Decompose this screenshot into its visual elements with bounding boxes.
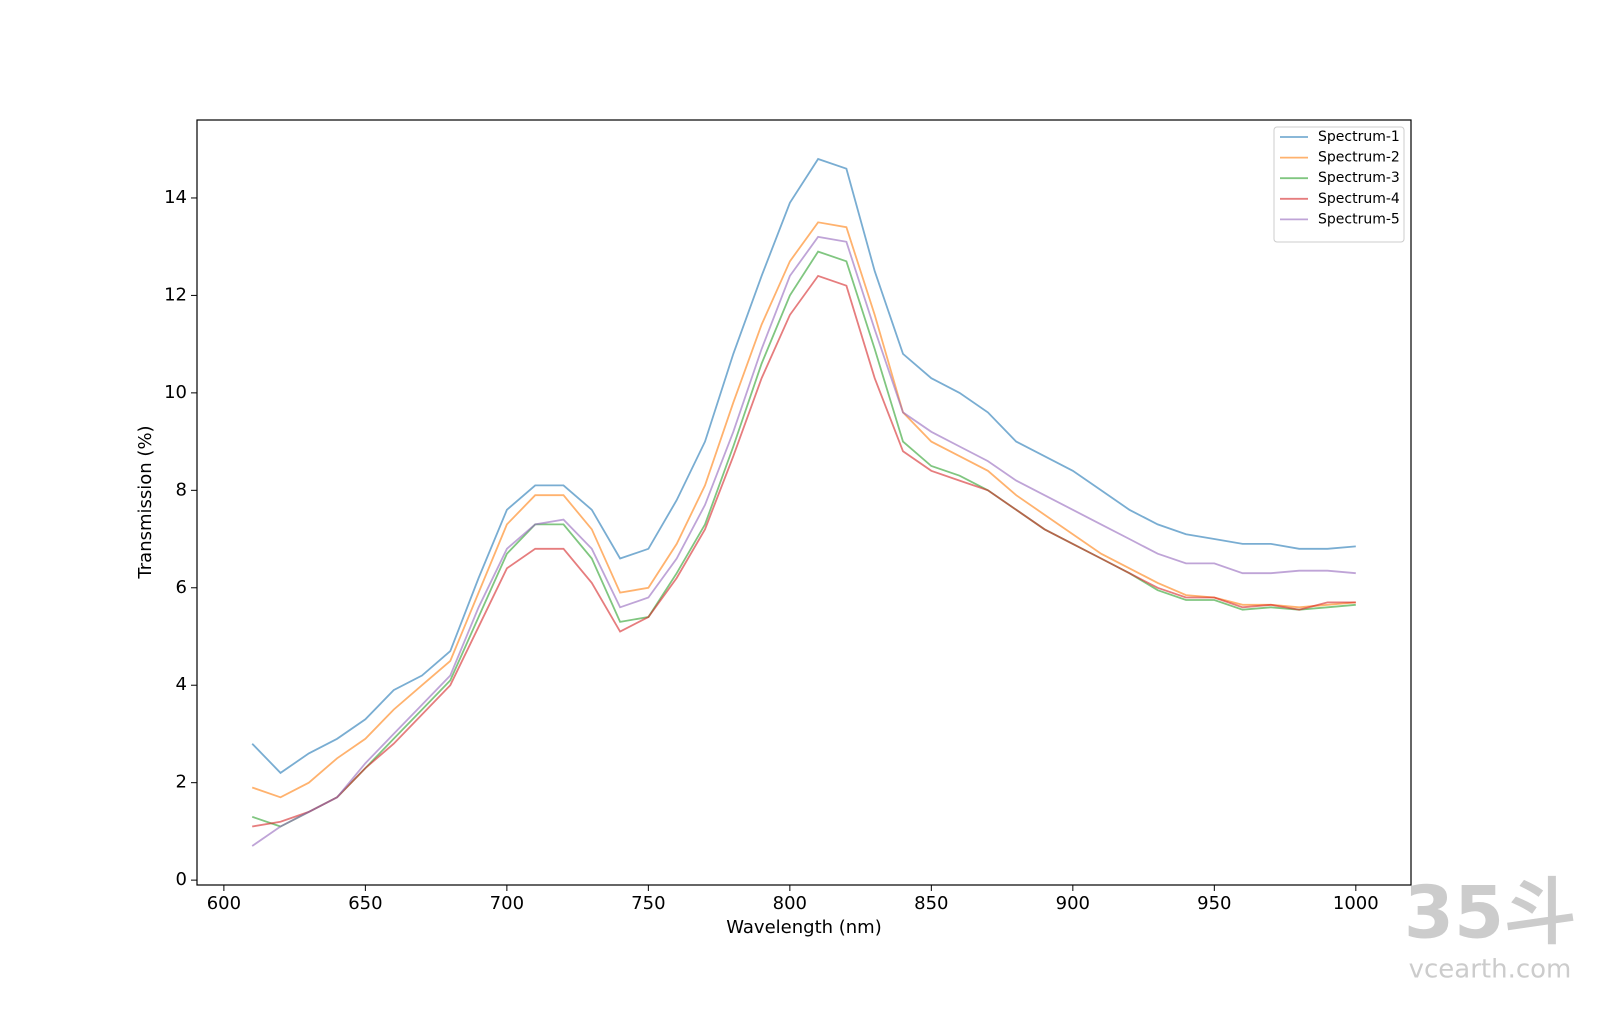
legend-label: Spectrum-5: [1318, 211, 1400, 227]
y-tick-label: 10: [164, 382, 187, 403]
series-line: [251, 250, 1356, 828]
x-tick-label: 900: [1056, 893, 1090, 914]
series-line: [252, 274, 1356, 828]
legend-box: [1273, 126, 1405, 243]
plot-frame: [196, 119, 1412, 886]
x-tick-label: 600: [207, 893, 241, 914]
legend-label: Spectrum-2: [1318, 150, 1400, 166]
y-tick-label: 6: [176, 577, 187, 598]
legend-label: Spectrum-4: [1318, 191, 1400, 207]
y-tick-label: 12: [164, 284, 187, 305]
watermark-site: vcearth.com: [1409, 955, 1572, 985]
legend-label: Spectrum-3: [1318, 170, 1400, 186]
legend-label: Spectrum-1: [1318, 129, 1400, 145]
x-tick-label: 850: [914, 893, 948, 914]
x-tick-label: 1000: [1333, 893, 1379, 914]
y-tick-label: 0: [176, 869, 187, 890]
x-tick-label: 750: [631, 893, 665, 914]
watermark: 35斗: [1404, 871, 1576, 955]
x-tick-label: 650: [348, 893, 382, 914]
series-line: [251, 235, 1356, 847]
x-tick-label: 700: [490, 893, 524, 914]
y-axis-label: Transmission (%): [135, 425, 156, 579]
x-axis-label: Wavelength (nm): [726, 917, 882, 938]
y-tick-label: 2: [176, 772, 187, 793]
y-tick-label: 14: [164, 187, 187, 208]
y-tick-label: 4: [176, 674, 187, 695]
x-tick-label: 800: [773, 893, 807, 914]
y-tick-label: 8: [176, 479, 187, 500]
series-line: [251, 157, 1356, 775]
series-line: [251, 221, 1356, 799]
x-tick-label: 950: [1197, 893, 1231, 914]
